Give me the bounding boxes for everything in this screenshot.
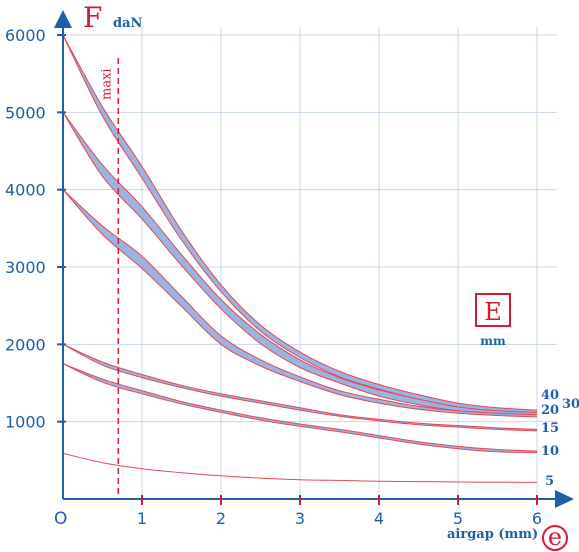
series-5 <box>62 452 538 483</box>
tick-labels: 1000 2000 3000 4000 5000 6000 1 2 3 4 5 6 <box>5 26 542 528</box>
series-line-lower <box>62 189 538 418</box>
series-label-10: 10 <box>541 444 559 459</box>
y-tick-label: 1000 <box>5 413 46 432</box>
series-10 <box>62 363 538 454</box>
y-tick-label: 5000 <box>5 103 46 122</box>
maxi-marker-label: maxi <box>99 68 114 100</box>
x-tick-label: 6 <box>532 509 542 528</box>
grid <box>63 27 557 499</box>
series-20 <box>62 189 538 418</box>
y-axis-symbol: F <box>83 1 102 34</box>
y-tick-label: 4000 <box>5 181 46 200</box>
series-line-upper <box>62 343 538 430</box>
series-label-15: 15 <box>541 421 559 436</box>
series-15 <box>62 343 538 432</box>
series-line-upper <box>62 452 538 483</box>
series-line-upper <box>62 34 538 411</box>
series-label-20: 20 <box>541 403 559 418</box>
x-tick-label: 2 <box>216 509 226 528</box>
x-tick-label: 4 <box>374 509 384 528</box>
legend-unit: mm <box>480 334 506 348</box>
series-label-40: 40 <box>541 388 559 403</box>
y-axis-arrow <box>54 10 72 28</box>
x-tick-label: 3 <box>295 509 305 528</box>
axes <box>54 10 574 508</box>
y-tick-label: 3000 <box>5 258 46 277</box>
legend-title: E <box>484 298 502 326</box>
series-line-upper <box>62 363 538 452</box>
series-line-upper <box>62 189 538 416</box>
origin-label: O <box>54 509 67 529</box>
x-tick-label: 5 <box>453 509 463 528</box>
x-axis-label: airgap (mm) <box>447 527 538 542</box>
series-bands <box>62 34 538 483</box>
x-axis-arrow <box>555 490 574 508</box>
series-label-30: 30 <box>562 397 579 412</box>
y-axis-unit: daN <box>113 16 143 31</box>
series-line-lower <box>62 363 538 454</box>
y-tick-label: 2000 <box>5 335 46 354</box>
series-line-upper <box>62 112 538 413</box>
x-axis-symbol: e <box>548 523 562 551</box>
series-line-lower <box>62 343 538 432</box>
legend-box <box>475 293 511 327</box>
x-tick-label: 1 <box>137 509 147 528</box>
x-axis-symbol-ring <box>542 525 568 551</box>
y-tick-label: 6000 <box>5 26 46 45</box>
series-label-5: 5 <box>545 474 554 489</box>
